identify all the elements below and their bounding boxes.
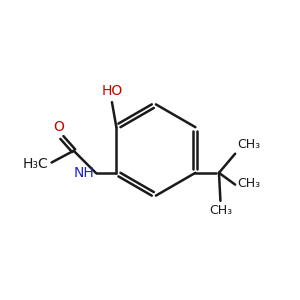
- Text: NH: NH: [74, 166, 94, 180]
- Text: O: O: [53, 120, 64, 134]
- Text: CH₃: CH₃: [209, 204, 232, 217]
- Text: H₃C: H₃C: [22, 157, 48, 171]
- Text: CH₃: CH₃: [238, 138, 261, 151]
- Text: CH₃: CH₃: [238, 177, 261, 190]
- Text: HO: HO: [101, 84, 123, 98]
